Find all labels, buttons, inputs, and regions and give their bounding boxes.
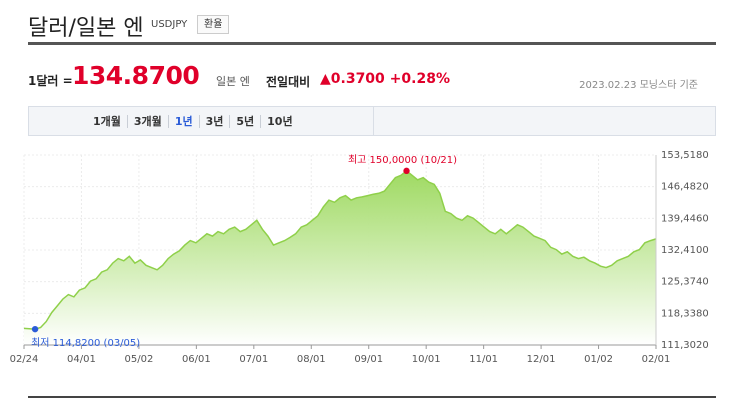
x-tick-label: 08/01: [297, 354, 326, 365]
price-chart: 153,5180 146,4820 139,4460 132,4100 125,3740…: [0, 140, 730, 380]
quote-panel: 1달러 = 134.8700 일본 엔 전일대비 ▲0.3700 +0.28% …: [28, 58, 716, 98]
page-header: 달러/일본 엔 USDJPY 환율: [28, 6, 716, 42]
page-title: 달러/일본 엔: [28, 16, 144, 41]
tab-0[interactable]: 1개월: [93, 115, 121, 128]
header-divider: [28, 42, 716, 45]
y-tick-label: 153,5180: [661, 150, 709, 161]
currency-code: USDJPY: [151, 19, 188, 30]
x-tick-label: 09/01: [354, 354, 383, 365]
quote-change: ▲0.3700 +0.28%: [320, 71, 450, 87]
series-area: [24, 170, 656, 345]
x-tick-label: 02/24: [10, 354, 39, 365]
tab-4[interactable]: 5년: [229, 115, 260, 128]
max-label: 최고 150,0000 (10/21): [348, 154, 457, 166]
footer-divider: [28, 396, 716, 398]
x-tick-label: 07/01: [239, 354, 268, 365]
tab-5[interactable]: 10년: [260, 115, 298, 128]
quote-unit: 일본 엔: [216, 75, 250, 88]
x-tick-label: 10/01: [412, 354, 441, 365]
tab-2[interactable]: 1년: [167, 115, 199, 128]
tab-divider: [373, 107, 374, 135]
chart-svg: 153,5180 146,4820 139,4460 132,4100 125,3740…: [10, 150, 709, 365]
quote-meta: 2023.02.23 모닝스타 기준: [579, 80, 698, 91]
quote-label: 1달러 =: [28, 74, 73, 88]
x-tick-label: 04/01: [67, 354, 96, 365]
y-tick-label: 132,4100: [661, 245, 709, 256]
min-marker: [31, 325, 39, 333]
y-tick-label: 146,4820: [661, 182, 709, 193]
compare-label: 전일대비: [266, 75, 311, 89]
series-line: [23, 169, 657, 330]
period-tabs: 1개월 3개월 1년 3년 5년 10년: [28, 106, 716, 136]
x-tick-label: 12/01: [527, 354, 556, 365]
quote-value: 134.8700: [72, 61, 200, 90]
y-tick-label: 139,4460: [661, 213, 709, 224]
tab-1[interactable]: 3개월: [126, 115, 168, 128]
exchange-button[interactable]: 환율: [197, 15, 230, 34]
x-tick-label: 02/01: [642, 354, 671, 365]
min-label: 최저 114,8200 (03/05): [31, 337, 140, 349]
tab-3[interactable]: 3년: [198, 115, 230, 128]
y-tick-label: 111,3020: [661, 340, 709, 351]
y-tick-label: 118,3380: [661, 308, 709, 319]
x-tick-label: 06/01: [182, 354, 211, 365]
x-tick-label: 01/02: [584, 354, 613, 365]
x-tick-label: 05/02: [124, 354, 153, 365]
tab-list: 1개월 3개월 1년 3년 5년 10년: [93, 115, 299, 128]
x-tick-label: 11/01: [469, 354, 498, 365]
y-tick-label: 125,3740: [661, 277, 709, 288]
max-marker: [403, 167, 410, 175]
